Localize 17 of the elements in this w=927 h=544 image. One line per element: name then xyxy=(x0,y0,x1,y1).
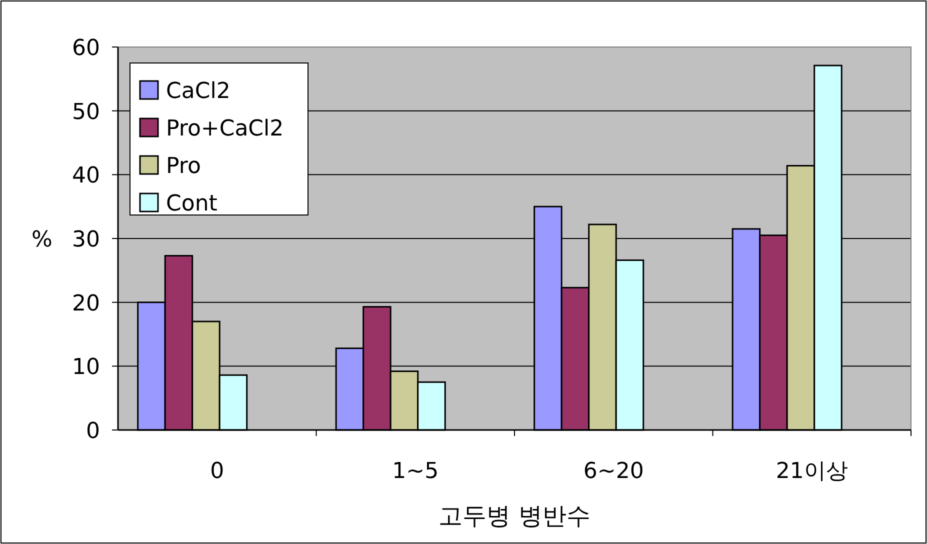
legend-label: Cont xyxy=(166,192,218,216)
x-tick-label: 6~20 xyxy=(583,459,644,484)
legend-label: Pro+CaCl2 xyxy=(166,116,284,142)
x-tick-label: 1~5 xyxy=(392,459,439,484)
legend-label: Pro xyxy=(166,154,201,179)
y-tick-label: 20 xyxy=(72,291,100,316)
x-tick-label: 0 xyxy=(210,459,224,484)
y-tick-label: 60 xyxy=(72,36,100,61)
y-tick-label: 30 xyxy=(72,228,100,252)
y-tick-label: 50 xyxy=(72,100,100,125)
y-tick-label: 10 xyxy=(72,355,100,380)
x-tick-label: 21이상 xyxy=(776,459,848,484)
y-tick-label: 0 xyxy=(86,419,100,444)
legend-label: CaCl2 xyxy=(166,79,230,104)
y-tick-label: 40 xyxy=(72,164,100,189)
y-axis-title: % xyxy=(32,228,52,252)
x-axis-title: 고두병 병반수 xyxy=(438,502,590,530)
